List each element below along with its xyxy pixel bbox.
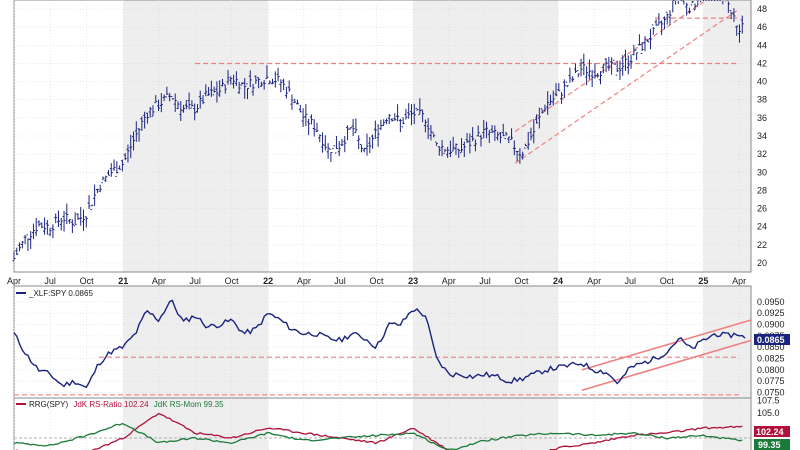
svg-text:RRG(SPY) JdK RS-Ratio 10: RRG(SPY) JdK RS-Ratio 102.24 JdK RS-Mom … [29,400,224,409]
x-tick-label: Oct [514,276,529,286]
x-tick-label: Jul [189,276,201,286]
x-tick-label: 22 [263,276,273,286]
price-y-tick-label: 24 [757,222,767,232]
channel-line [581,339,752,392]
price-y-tick-label: 42 [757,58,767,68]
rs-mom-line [13,422,743,450]
ratio-last-value: 0.0865 [757,335,785,345]
price-y-tick-label: 26 [757,204,767,214]
x-tick-label: Oct [370,276,385,286]
x-tick-label: Jul [334,276,346,286]
ratio-y-tick-label: 0.0775 [757,376,785,386]
x-tick-label: 23 [408,276,418,286]
ratio-y-tick-label: 0.0950 [757,297,785,307]
rrg-y-axis: 107.5 105.0 [757,396,780,419]
ratio-y-tick-label: 0.0850 [757,342,785,352]
year-shade-band [703,398,751,450]
x-tick-label: Apr [7,276,21,286]
x-tick-label: Jul [479,276,491,286]
rrg-legend-ratio: JdK RS-Ratio 102.24 [73,400,149,409]
rs-ratio-line [15,412,743,450]
ratio-legend-text: _XLF:SPY 0.0865 [28,289,93,298]
x-tick-label: Apr [442,276,456,286]
x-tick-label: 25 [698,276,708,286]
ratio-series-line [13,299,746,389]
channel-line [514,8,740,164]
x-tick-label: Jul [625,276,637,286]
channel-line [581,319,752,371]
price-y-tick-label: 32 [757,149,767,159]
ratio-y-tick-label: 0.0800 [757,365,785,375]
ratio-line-series [13,299,746,389]
x-tick-label: 21 [118,276,128,286]
price-y-tick-label: 46 [757,22,767,32]
date-x-axis: Apr Jul Oct 21 Apr Jul Oct 22 Apr Jul Oct 23 Apr Jul O… [7,276,746,286]
ratio-y-tick-label: 0.0925 [757,308,785,318]
x-tick-label: Apr [152,276,166,286]
x-tick-label: Jul [44,276,56,286]
price-y-tick-label: 36 [757,113,767,123]
price-gridlines [13,0,751,272]
price-y-axis: 20 22 24 26 28 30 32 34 36 38 40 42 44 46 48 [757,4,767,268]
ratio-legend: _XLF:SPY 0.0865 [16,289,93,298]
price-y-tick-label: 48 [757,4,767,14]
x-tick-label: Apr [587,276,601,286]
x-tick-label: Oct [660,276,675,286]
shaded-year-bands [123,0,751,450]
ratio-y-tick-label: 0.0825 [757,354,785,364]
price-y-tick-label: 38 [757,95,767,105]
year-shade-band [413,286,559,398]
rrg-line-series [13,412,743,450]
x-tick-label: Oct [80,276,95,286]
ratio-y-tick-label: 0.0900 [757,320,785,330]
rrg-ratio-badge: 102.24 [754,426,790,437]
price-y-tick-label: 30 [757,167,767,177]
ratio-last-badge: 0.0865 [754,334,790,345]
rrg-mom-badge: 99.35 [754,439,790,450]
x-tick-label: 24 [553,276,563,286]
price-ohlc-bars [12,0,744,262]
price-y-tick-label: 22 [757,240,767,250]
year-shade-band [123,286,269,398]
year-shade-band [413,398,559,450]
rrg-legend-prefix: RRG(SPY) [29,400,68,409]
rrg-y-tick-label: 107.5 [757,396,780,406]
ratio-trend-lines [14,319,752,396]
channel-line [514,0,708,132]
rrg-mom-last-value: 99.35 [758,440,781,450]
x-tick-label: Oct [225,276,240,286]
price-y-tick-label: 28 [757,185,767,195]
rrg-legend-mom: JdK RS-Mom 99.35 [154,400,224,409]
price-y-tick-label: 34 [757,131,767,141]
rrg-y-tick-label: 105.0 [757,408,780,418]
rrg-ratio-last-value: 102.24 [756,427,784,437]
year-shade-band [123,398,269,450]
price-y-tick-label: 20 [757,258,767,268]
price-y-tick-label: 44 [757,40,767,50]
x-tick-label: Apr [297,276,311,286]
rrg-legend: RRG(SPY) JdK RS-Ratio 102.24 JdK RS-Mom … [16,400,224,409]
x-tick-label: Apr [732,276,746,286]
ratio-y-axis: 0.09500.09250.09000.08750.08500.08250.08… [757,297,785,398]
ratio-y-tick-label: 0.0750 [757,388,785,398]
price-y-tick-label: 40 [757,77,767,87]
price-trend-lines [195,0,740,164]
year-shade-band [123,0,269,272]
ratio-gridlines [13,286,751,398]
rrg-gridlines [13,398,751,450]
